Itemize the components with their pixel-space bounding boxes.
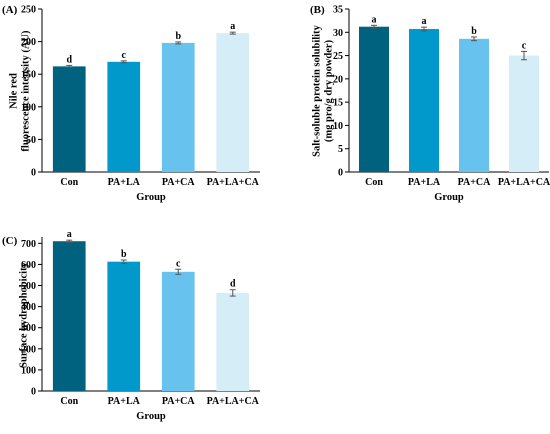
significance-label: a bbox=[67, 229, 72, 240]
y-axis-title-line: fluorescence intensity (AU) bbox=[21, 30, 32, 152]
bar-1 bbox=[359, 26, 389, 172]
y-tick-label: 35 bbox=[333, 5, 343, 16]
y-tick-label: 500 bbox=[21, 281, 36, 292]
panel-label: (A) bbox=[2, 4, 18, 16]
bar-3 bbox=[459, 38, 489, 173]
significance-label: d bbox=[230, 279, 236, 290]
x-tick-label: PA+LA+CA bbox=[207, 396, 260, 407]
x-axis-title: Group bbox=[136, 411, 166, 422]
x-tick-label: PA+CA bbox=[458, 177, 492, 188]
significance-label: c bbox=[522, 40, 527, 51]
x-tick-label: PA+LA+CA bbox=[207, 177, 260, 188]
chart-panel-3: (C) 0 100 200 300 400 500 600 700 Surface hydroph… bbox=[2, 229, 260, 422]
y-axis-title-line: Surface hydrophobicity bbox=[19, 261, 30, 367]
bar-4 bbox=[509, 55, 539, 173]
y-axis-title: Surface hydrophobicity bbox=[19, 261, 30, 367]
y-tick-label: 400 bbox=[21, 302, 36, 313]
x-tick-label: PA+LA+CA bbox=[498, 177, 550, 188]
bar-1 bbox=[52, 66, 86, 172]
significance-label: b bbox=[175, 31, 181, 42]
significance-label: c bbox=[122, 50, 127, 61]
chart-panel-2: (B) 0 5 10 15 20 25 30 35 Salt-soluble protein so… bbox=[310, 4, 550, 203]
bar-3 bbox=[161, 271, 195, 391]
bar-4 bbox=[216, 33, 250, 173]
y-tick-label: 200 bbox=[21, 344, 36, 355]
y-tick-label: 20 bbox=[333, 74, 343, 85]
panel-label: (C) bbox=[2, 235, 18, 247]
y-tick-label: 150 bbox=[21, 70, 36, 81]
significance-label: d bbox=[66, 54, 72, 65]
significance-label: a bbox=[422, 16, 427, 27]
x-tick-label: Con bbox=[365, 177, 383, 188]
y-tick-label: 300 bbox=[21, 323, 36, 334]
y-tick-label: 0 bbox=[338, 168, 343, 179]
significance-label: a bbox=[230, 21, 235, 32]
bar-2 bbox=[107, 261, 141, 391]
y-tick-label: 0 bbox=[31, 387, 36, 398]
y-tick-label: 700 bbox=[21, 239, 36, 250]
x-tick-label: Con bbox=[60, 177, 78, 188]
bar-2 bbox=[107, 61, 141, 173]
x-axis-title: Group bbox=[136, 192, 166, 203]
y-axis-title-line: (mg pro/g dry powder) bbox=[324, 39, 335, 142]
significance-label: b bbox=[121, 249, 127, 260]
bar-4 bbox=[216, 292, 250, 391]
chart-panel-1: (A) 0 50 100 150 200 250 Nile redfluorescence i… bbox=[2, 4, 260, 203]
x-tick-label: Con bbox=[60, 396, 78, 407]
y-axis-title-line: Nile red bbox=[9, 73, 20, 109]
y-tick-label: 200 bbox=[21, 37, 36, 48]
x-tick-label: PA+CA bbox=[162, 177, 196, 188]
y-tick-label: 600 bbox=[21, 260, 36, 271]
x-tick-label: PA+CA bbox=[162, 396, 196, 407]
y-tick-label: 5 bbox=[338, 144, 343, 155]
y-tick-label: 30 bbox=[333, 28, 343, 39]
y-tick-label: 250 bbox=[21, 5, 36, 16]
y-tick-label: 0 bbox=[31, 168, 36, 179]
y-tick-label: 50 bbox=[26, 135, 36, 146]
significance-label: b bbox=[471, 26, 477, 37]
bar-2 bbox=[409, 29, 439, 173]
y-axis-title: Salt-soluble protein solubility(mg pro/g… bbox=[312, 24, 335, 156]
y-axis-title-line: Salt-soluble protein solubility bbox=[312, 24, 323, 156]
x-tick-label: PA+LA bbox=[108, 177, 141, 188]
x-axis-title: Group bbox=[434, 192, 464, 203]
y-tick-label: 100 bbox=[21, 365, 36, 376]
y-tick-label: 100 bbox=[21, 102, 36, 113]
y-axis-title: Nile redfluorescence intensity (AU) bbox=[9, 30, 32, 152]
x-tick-label: PA+LA bbox=[108, 396, 141, 407]
significance-label: c bbox=[176, 258, 181, 269]
y-tick-label: 10 bbox=[333, 121, 343, 132]
panel-label: (B) bbox=[310, 4, 325, 16]
y-tick-label: 25 bbox=[333, 51, 343, 62]
bar-1 bbox=[52, 241, 86, 391]
y-tick-label: 15 bbox=[333, 98, 343, 109]
significance-label: a bbox=[372, 14, 377, 25]
x-tick-label: PA+LA bbox=[408, 177, 441, 188]
bar-3 bbox=[161, 42, 195, 173]
